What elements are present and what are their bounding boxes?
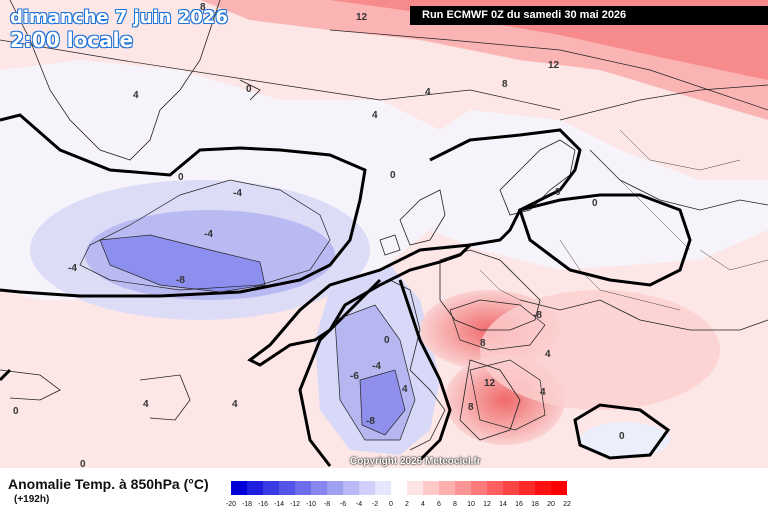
colorbar-swatch (407, 481, 423, 495)
contour-labels: 12 12 8 8 4 4 4 0 0 0 0 0 -4 -4 -8 -4 -4… (13, 2, 625, 468)
colorbar-tick-label: 12 (483, 501, 491, 508)
colorbar-tick-label: -12 (289, 501, 301, 508)
cold-anomaly-west-core (100, 235, 265, 292)
contour-label: 4 (133, 90, 139, 101)
forecast-date: dimanche 7 juin 2026 (10, 7, 228, 28)
contour-label: -4 (68, 263, 77, 274)
colorbar-tick-label: 20 (547, 501, 555, 508)
colorbar-swatch (359, 481, 375, 495)
colorbar-tick-label: 6 (437, 501, 441, 508)
colorbar-swatch (311, 481, 327, 495)
forecast-title: dimanche 7 juin 2026 2:00 locale (10, 7, 228, 53)
cold-anomaly-iberia-core (360, 370, 405, 435)
contour-label: -8 (366, 416, 375, 427)
contour-label: 4 (540, 387, 546, 398)
contour-label: 0 (246, 84, 252, 95)
legend-footer: Anomalie Temp. à 850hPa (°C) (+192h) -20… (0, 468, 768, 512)
colorbar-swatch (391, 481, 407, 495)
contour-label: 0 (619, 431, 625, 442)
contour-label: 4 (425, 87, 431, 98)
contour-label: 0 (592, 198, 598, 209)
colorbar-swatch (375, 481, 391, 495)
colorbar-swatch (519, 481, 535, 495)
colorbar-tick-label: 18 (531, 501, 539, 508)
colorbar-tick-label: 14 (499, 501, 507, 508)
colorbar-tick-label: 16 (515, 501, 523, 508)
contour-label: -6 (350, 371, 359, 382)
colorbar-swatch (295, 481, 311, 495)
contour-label: -4 (233, 188, 242, 199)
contour-label: 8 (480, 338, 486, 349)
colorbar-tick-label: -6 (339, 501, 347, 508)
colorbar-swatch (327, 481, 343, 495)
colorbar-tick-label: 2 (405, 501, 409, 508)
country-borders (479, 129, 768, 311)
colorbar-tick-label: 22 (563, 501, 571, 508)
warm-anomaly-east (480, 290, 720, 410)
zero-contours (0, 113, 692, 467)
contour-label: 0 (80, 459, 86, 468)
contour-label: 4 (372, 110, 378, 121)
colorbar-swatch (279, 481, 295, 495)
colorbar-tick-label: -14 (273, 501, 285, 508)
colorbar-tick-label: 10 (467, 501, 475, 508)
colorbar-tick-label: -2 (371, 501, 379, 508)
lead-time: (+192h) (14, 494, 50, 505)
colorbar-swatch (247, 481, 263, 495)
forecast-time: 2:00 locale (10, 28, 134, 52)
colorbar-swatch (487, 481, 503, 495)
contour-label: 12 (548, 60, 560, 71)
colorbar-swatch (439, 481, 455, 495)
contour-label: 8 (468, 402, 474, 413)
contour-label: 4 (232, 399, 238, 410)
colorbar-swatch (535, 481, 551, 495)
contour-label: 12 (484, 378, 496, 389)
anomaly-contours (0, 29, 768, 441)
contour-label: 4 (143, 399, 149, 410)
colorbar-tick-label: 8 (453, 501, 457, 508)
contour-label: 0 (390, 170, 396, 181)
run-info: Run ECMWF 0Z du samedi 30 mai 2026 (410, 6, 768, 25)
contour-label: 8 (200, 2, 206, 13)
colorbar-tick-label: -10 (305, 501, 317, 508)
temperature-anomaly-map: 12 12 8 8 4 4 4 0 0 0 0 0 -4 -4 -8 -4 -4… (0, 0, 768, 468)
colorbar-swatch (343, 481, 359, 495)
colorbar-tick-label: -20 (225, 501, 237, 508)
contour-label: 0 (178, 172, 184, 183)
colorbar-swatch (455, 481, 471, 495)
colorbar-tick-label: 4 (421, 501, 425, 508)
colorbar-swatch (263, 481, 279, 495)
colorbar-swatch (551, 481, 567, 495)
copyright-text: Copyright 2026 Meteociel.fr (350, 456, 481, 467)
colorbar-tick-label: -16 (257, 501, 269, 508)
contour-label: -4 (204, 229, 213, 240)
cold-anomaly-east (580, 422, 670, 458)
colorbar-tick-label: 0 (389, 501, 393, 508)
colorbar (231, 481, 567, 495)
contour-label: 0 (555, 187, 561, 198)
contour-label: 4 (402, 384, 408, 395)
contour-label: -4 (372, 361, 381, 372)
contour-label: 8 (502, 79, 508, 90)
colorbar-swatch (231, 481, 247, 495)
contour-label: -8 (533, 310, 542, 321)
colorbar-tick-label: -4 (355, 501, 363, 508)
contour-label: 12 (356, 12, 368, 23)
contour-label: 0 (13, 406, 19, 417)
colorbar-tick-label: -8 (323, 501, 331, 508)
contour-label: 4 (545, 349, 551, 360)
contour-label: -8 (176, 275, 185, 286)
colorbar-swatch (471, 481, 487, 495)
colorbar-swatch (503, 481, 519, 495)
contour-label: 0 (384, 335, 390, 346)
colorbar-ticks: -20 -18 -16 -14 -12 -10 -8 -6 -4 -2 0 2 4 6 8 10 12 14 16 1… (226, 501, 571, 513)
colorbar-swatch (423, 481, 439, 495)
variable-title: Anomalie Temp. à 850hPa (°C) (8, 476, 209, 492)
colorbar-tick-label: -18 (241, 501, 253, 508)
